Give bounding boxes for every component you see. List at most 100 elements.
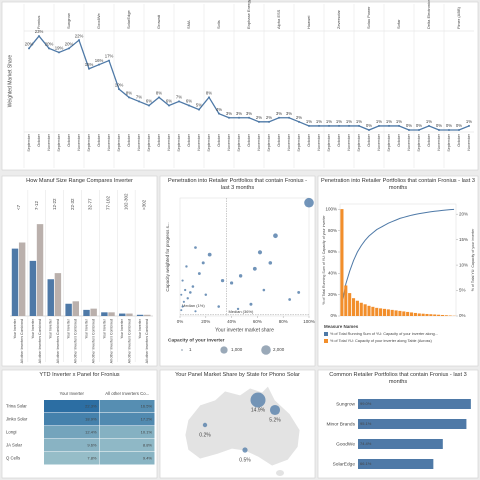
- bubble-label: 0.2%: [199, 432, 211, 438]
- value-label: 0%: [446, 123, 452, 128]
- title-box: Penetration into Retailer Portfolios tha…: [321, 178, 475, 191]
- bar: [390, 309, 394, 316]
- category-label: 12-22: [52, 198, 57, 210]
- x-tick-label: 40%: [227, 319, 236, 324]
- cell-label: 8.8%: [143, 443, 153, 448]
- legend-label: 1: [189, 347, 192, 352]
- cell-label: 9.6%: [87, 443, 97, 448]
- point: [388, 124, 390, 127]
- group-label: Solax Power: [366, 6, 371, 29]
- x-tick-label: October: [397, 133, 401, 147]
- point: [358, 124, 360, 127]
- bar-series-label: Your Inverter: [120, 318, 124, 339]
- point: [148, 104, 150, 107]
- bubble: [202, 422, 208, 428]
- point: [189, 291, 192, 294]
- value-label: 1%: [466, 119, 472, 124]
- bubble-label: 0.5%: [239, 457, 251, 463]
- point: [268, 261, 273, 265]
- category-label: SolarEdge: [333, 461, 356, 467]
- point: [168, 104, 170, 107]
- legend-label: 1,000: [231, 347, 243, 352]
- category-label: 32-77: [88, 198, 93, 210]
- point: [88, 67, 90, 70]
- cell-label: 18.9%: [85, 417, 97, 422]
- x-tick-label: November: [167, 133, 171, 150]
- row-label: Q Cells: [6, 456, 20, 461]
- group-label: Zeversolar: [336, 9, 341, 29]
- bar: [417, 313, 421, 316]
- y-axis-title: Capacity weighted for progress s...: [165, 222, 170, 291]
- point: [204, 293, 208, 297]
- cell-label: 16.5%: [141, 404, 153, 409]
- x-tick-label: October: [337, 133, 341, 147]
- y2-tick-label: 10%: [459, 262, 468, 267]
- point: [258, 120, 260, 123]
- value-label: 1%: [326, 119, 332, 124]
- bar: [358, 459, 434, 469]
- bubble: [250, 392, 266, 408]
- point: [128, 96, 130, 99]
- bar: [440, 314, 445, 316]
- bar-series-label: All other Inverters Combined: [145, 319, 149, 363]
- bar-series-label: All other Inverters Combined: [20, 319, 24, 363]
- point: [184, 288, 187, 292]
- category-label: Sungrow: [336, 401, 355, 407]
- point: [278, 116, 280, 119]
- x-tick-label: November: [317, 133, 321, 150]
- row-label: Trina Solar: [6, 404, 27, 409]
- group-label: Delta Electronics: [426, 0, 431, 29]
- bar-series-label: All other Inverters Combined: [92, 319, 96, 363]
- bar: [18, 242, 26, 316]
- value-label: 6%: [186, 99, 192, 104]
- y-axis-title: % of Total Running Sum of YU: Capacity o…: [322, 215, 326, 305]
- bar: [421, 313, 425, 316]
- point: [328, 124, 330, 127]
- bar: [351, 298, 356, 316]
- x-tick-label: October: [127, 133, 131, 147]
- value-label: 23%: [35, 29, 44, 34]
- x-tick-label: November: [137, 133, 141, 150]
- legend-size: [220, 346, 228, 354]
- y2-tick-label: 0%: [459, 313, 466, 318]
- point: [308, 124, 310, 127]
- x-tick-label: November: [227, 133, 231, 150]
- value-label: 0%: [366, 123, 372, 128]
- value-label: 3%: [236, 111, 242, 116]
- bar-series-label: All other Inverters Combined: [56, 319, 60, 363]
- bar-series-label: All other Inverters Combined: [38, 319, 42, 363]
- point: [98, 63, 100, 66]
- bar: [36, 224, 44, 316]
- bar: [425, 313, 429, 316]
- x-tick-label: September: [417, 133, 421, 151]
- point: [78, 39, 80, 42]
- point: [207, 252, 212, 257]
- bar: [47, 279, 54, 316]
- bar: [144, 314, 151, 316]
- bar-series-label: Your Inverter: [31, 318, 35, 339]
- value-label: 0%: [456, 123, 462, 128]
- bar-series-label: Your Inverter: [13, 318, 17, 339]
- line: [341, 208, 455, 306]
- bar: [54, 273, 62, 316]
- cell-label: 17.2%: [141, 417, 153, 422]
- cell: [99, 413, 155, 426]
- bar: [394, 310, 398, 316]
- value-label: 7%: [176, 95, 182, 100]
- group-label: GoodWe: [96, 13, 101, 29]
- x-tick-label: November: [407, 133, 411, 150]
- point: [298, 120, 300, 123]
- group-label: Fimer (ABB): [456, 6, 461, 29]
- value-label: 7%: [136, 95, 142, 100]
- category-label: 77-102: [106, 195, 111, 210]
- bubble-label: 5.2%: [269, 417, 281, 423]
- value-label: 17%: [105, 54, 114, 59]
- x-tick-label: September: [237, 133, 241, 151]
- value-label: 0%: [406, 123, 412, 128]
- point: [438, 129, 440, 131]
- point: [58, 51, 60, 54]
- x-tick-label: November: [467, 133, 471, 150]
- chart-title: Common Retailer Portfolios that contain …: [329, 372, 467, 385]
- x-tick-label: October: [247, 133, 251, 147]
- cell-label: 22.3%: [85, 404, 97, 409]
